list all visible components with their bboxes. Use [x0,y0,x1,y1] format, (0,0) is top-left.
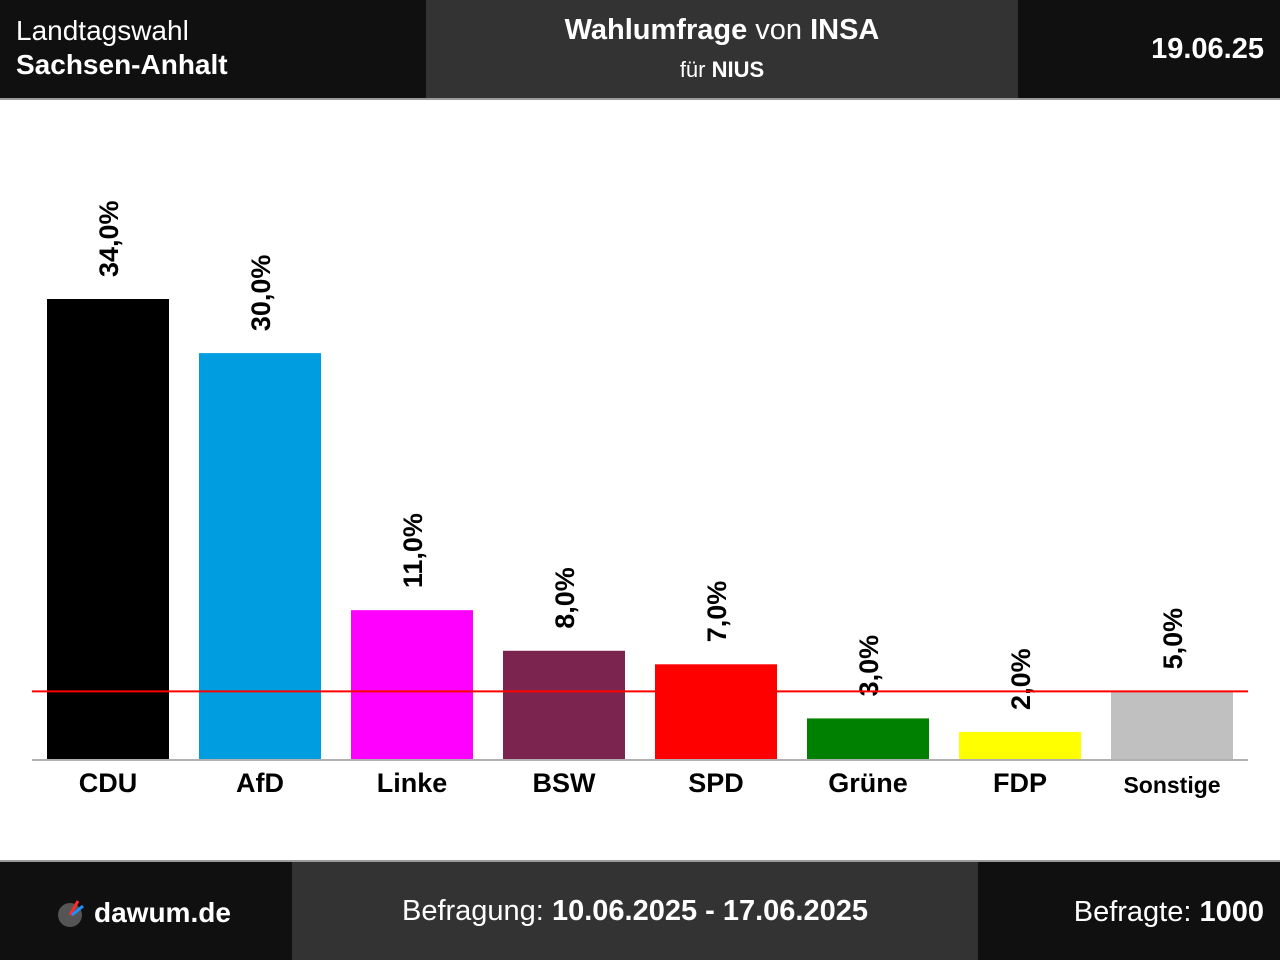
category-label-cdu: CDU [79,768,138,798]
value-label-spd: 7,0% [702,581,732,643]
poll-title-von: von [755,14,803,46]
bar-linke [351,610,473,759]
value-label-fdp: 2,0% [1006,648,1036,710]
poll-client-prefix: für [679,57,706,82]
poll-institute: INSA [810,14,880,46]
category-label-gruene: Grüne [828,768,908,798]
dawum-logo-icon [56,898,86,928]
footer-logo: dawum.de [56,895,231,931]
category-label-sonstige: Sonstige [1123,772,1220,798]
election-type: Landtagswahl [16,15,189,46]
category-label-linke: Linke [377,768,448,798]
election-region: Sachsen-Anhalt [16,49,228,80]
bar-afd [199,353,321,759]
chart-area: 34,0% CDU 30,0% AfD 11,0% Linke 8,0% BSW 7,0% SPD… [0,100,1280,860]
value-label-sonstige: 5,0% [1158,608,1188,670]
value-label-linke: 11,0% [398,513,428,588]
category-label-fdp: FDP [993,768,1047,798]
bar-fdp [959,731,1081,759]
category-label-afd: AfD [236,768,284,798]
survey-period-panel: Befragung: 10.06.2025 - 17.06.2025 [292,862,978,960]
poll-client-name: NIUS [711,57,765,82]
value-label-cdu: 34,0% [94,200,124,277]
poll-title-panel: Wahlumfrage von INSA für NIUS [426,0,1018,98]
bar-bsw [503,650,625,759]
header-divider [0,98,1280,100]
bar-spd [655,664,777,759]
poll-client: für NIUS [426,57,1018,83]
respondents-count: 1000 [1199,896,1264,928]
value-label-gruene: 3,0% [854,635,884,697]
poll-title: Wahlumfrage von INSA [426,13,1018,47]
category-label-bsw: BSW [533,768,597,798]
respondents: Befragte: 1000 [1074,895,1264,929]
election-info: Landtagswahl Sachsen-Anhalt [16,14,228,82]
respondents-label: Befragte: [1073,896,1192,928]
bar-sonstige [1111,691,1233,759]
value-label-bsw: 8,0% [550,567,580,629]
bar-cdu [47,299,169,759]
logo-text: dawum.de [94,897,231,928]
footer-divider [0,860,1280,862]
bar-gruene [807,718,929,759]
bar-chart: 34,0% CDU 30,0% AfD 11,0% Linke 8,0% BSW 7,0% SPD… [32,200,1248,798]
survey-label: Befragung: [401,895,544,927]
poll-title-bold: Wahlumfrage [564,14,748,46]
poll-date: 19.06.25 [1151,33,1264,65]
category-label-spd: SPD [688,768,744,798]
value-label-afd: 30,0% [246,255,276,332]
survey-period: 10.06.2025 - 17.06.2025 [551,895,868,927]
